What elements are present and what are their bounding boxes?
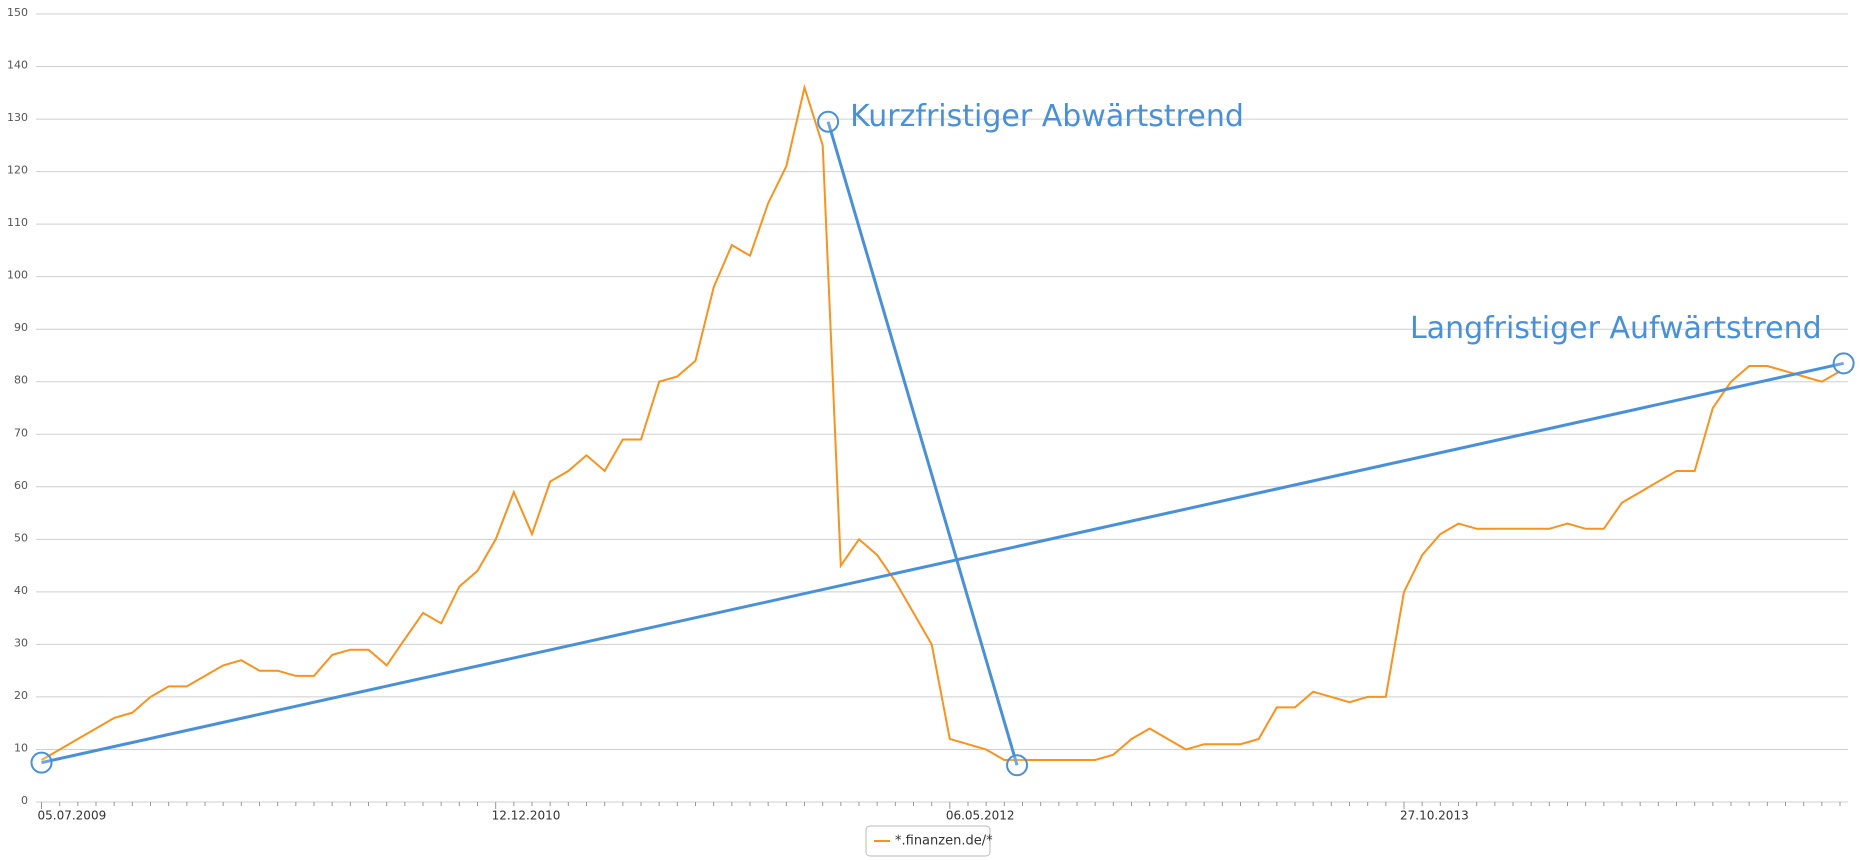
x-tick-label: 06.05.2012 xyxy=(946,809,1015,823)
trend-label: Kurzfristiger Abwärtstrend xyxy=(850,99,1244,134)
trend-line xyxy=(826,121,1019,766)
y-tick-label: 10 xyxy=(14,741,28,754)
y-tick-label: 20 xyxy=(14,689,28,702)
y-tick-label: 0 xyxy=(21,794,28,807)
y-tick-label: 60 xyxy=(14,479,28,492)
y-tick-label: 90 xyxy=(14,321,28,334)
y-tick-label: 140 xyxy=(7,59,28,72)
trend-line xyxy=(41,361,1844,765)
y-tick-label: 130 xyxy=(7,111,28,124)
trend-point xyxy=(817,110,840,133)
y-tick-label: 40 xyxy=(14,584,28,597)
y-tick-label: 100 xyxy=(7,269,28,282)
y-tick-label: 30 xyxy=(14,636,28,649)
y-tick-label: 150 xyxy=(7,6,28,19)
x-tick-label: 05.07.2009 xyxy=(38,809,107,823)
legend-label[interactable]: *.finanzen.de/* xyxy=(895,834,993,849)
y-tick-label: 110 xyxy=(7,216,28,229)
legend-box[interactable] xyxy=(865,825,991,857)
trend-point xyxy=(1832,352,1855,375)
trend-label: Langfristiger Aufwärtstrend xyxy=(1410,311,1822,346)
y-tick-label: 70 xyxy=(14,426,28,439)
y-tick-label: 80 xyxy=(14,374,28,387)
legend[interactable]: *.finanzen.de/* xyxy=(865,825,993,857)
line-series xyxy=(41,83,1841,761)
trend-point xyxy=(1006,754,1029,777)
x-tick-label: 27.10.2013 xyxy=(1400,809,1469,823)
trend-point xyxy=(30,751,53,774)
x-tick-label: 12.12.2010 xyxy=(492,809,561,823)
y-tick-label: 120 xyxy=(7,164,28,177)
y-tick-label: 50 xyxy=(14,531,28,544)
